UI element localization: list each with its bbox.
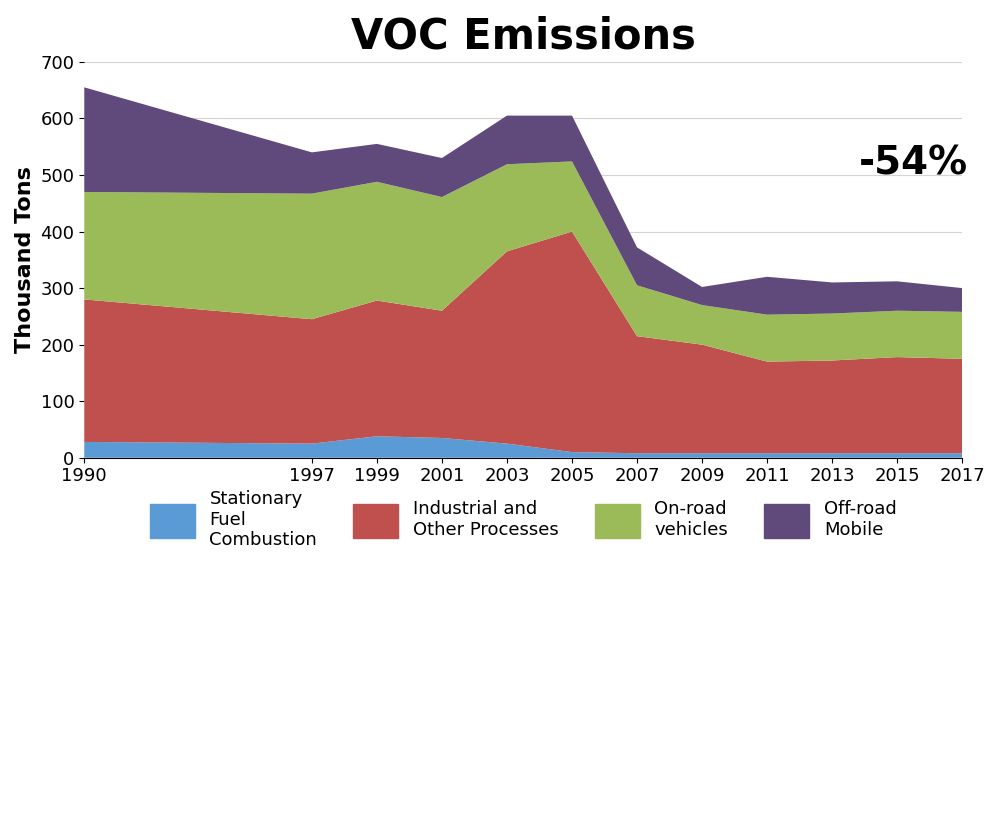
Legend: Stationary
Fuel
Combustion, Industrial and
Other Processes, On-road
vehicles, Of: Stationary Fuel Combustion, Industrial a… bbox=[132, 472, 915, 567]
Title: VOC Emissions: VOC Emissions bbox=[351, 15, 696, 57]
Y-axis label: Thousand Tons: Thousand Tons bbox=[15, 166, 35, 353]
Text: -54%: -54% bbox=[859, 145, 968, 183]
